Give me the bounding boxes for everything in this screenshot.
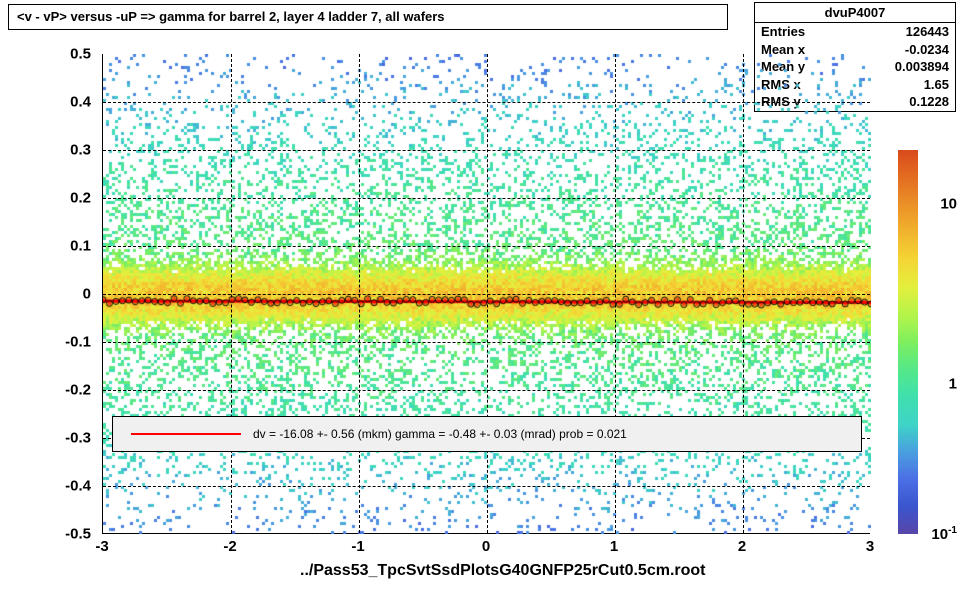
stats-name: dvuP4007	[755, 3, 955, 23]
ytick-label: 0.2	[41, 190, 91, 207]
colorbar-tick-label: 10	[940, 195, 957, 212]
xtick-label: -3	[95, 538, 108, 555]
xtick-label: 0	[482, 538, 490, 555]
xtick-label: 3	[866, 538, 874, 555]
fit-legend: dv = -16.08 +- 0.56 (mkm) gamma = -0.48 …	[112, 416, 862, 452]
fit-line-sample	[131, 433, 241, 435]
stats-entries: Entries 126443	[755, 23, 955, 41]
xtick-label: 2	[738, 538, 746, 555]
colorbar-tick-label: 10-1	[931, 525, 957, 543]
plot-title: <v - vP> versus -uP => gamma for barrel …	[8, 4, 728, 30]
xtick-label: 1	[610, 538, 618, 555]
colorbar-tick-label: 1	[949, 376, 957, 393]
ytick-label: -0.4	[41, 478, 91, 495]
fit-overlay	[103, 54, 871, 534]
ytick-label: -0.1	[41, 334, 91, 351]
ytick-label: 0	[41, 286, 91, 303]
stats-rmsx-val: 1.65	[924, 76, 949, 94]
ytick-label: -0.5	[41, 526, 91, 543]
ytick-label: 0.3	[41, 142, 91, 159]
xtick-label: -2	[223, 538, 236, 555]
xtick-label: -1	[351, 538, 364, 555]
ytick-label: 0.5	[41, 46, 91, 63]
colorbar	[898, 150, 918, 534]
ytick-label: 0.1	[41, 238, 91, 255]
stats-meany-val: 0.003894	[895, 58, 949, 76]
stats-entries-val: 126443	[906, 23, 949, 41]
ytick-label: 0.4	[41, 94, 91, 111]
stats-meanx-val: -0.0234	[905, 41, 949, 59]
fit-text: dv = -16.08 +- 0.56 (mkm) gamma = -0.48 …	[253, 427, 627, 441]
stats-rmsy-val: 0.1228	[909, 93, 949, 111]
plot-area	[102, 54, 870, 534]
ytick-label: -0.2	[41, 382, 91, 399]
footer-path: ../Pass53_TpcSvtSsdPlotsG40GNFP25rCut0.5…	[300, 562, 705, 580]
stats-entries-lab: Entries	[761, 23, 805, 41]
ytick-label: -0.3	[41, 430, 91, 447]
